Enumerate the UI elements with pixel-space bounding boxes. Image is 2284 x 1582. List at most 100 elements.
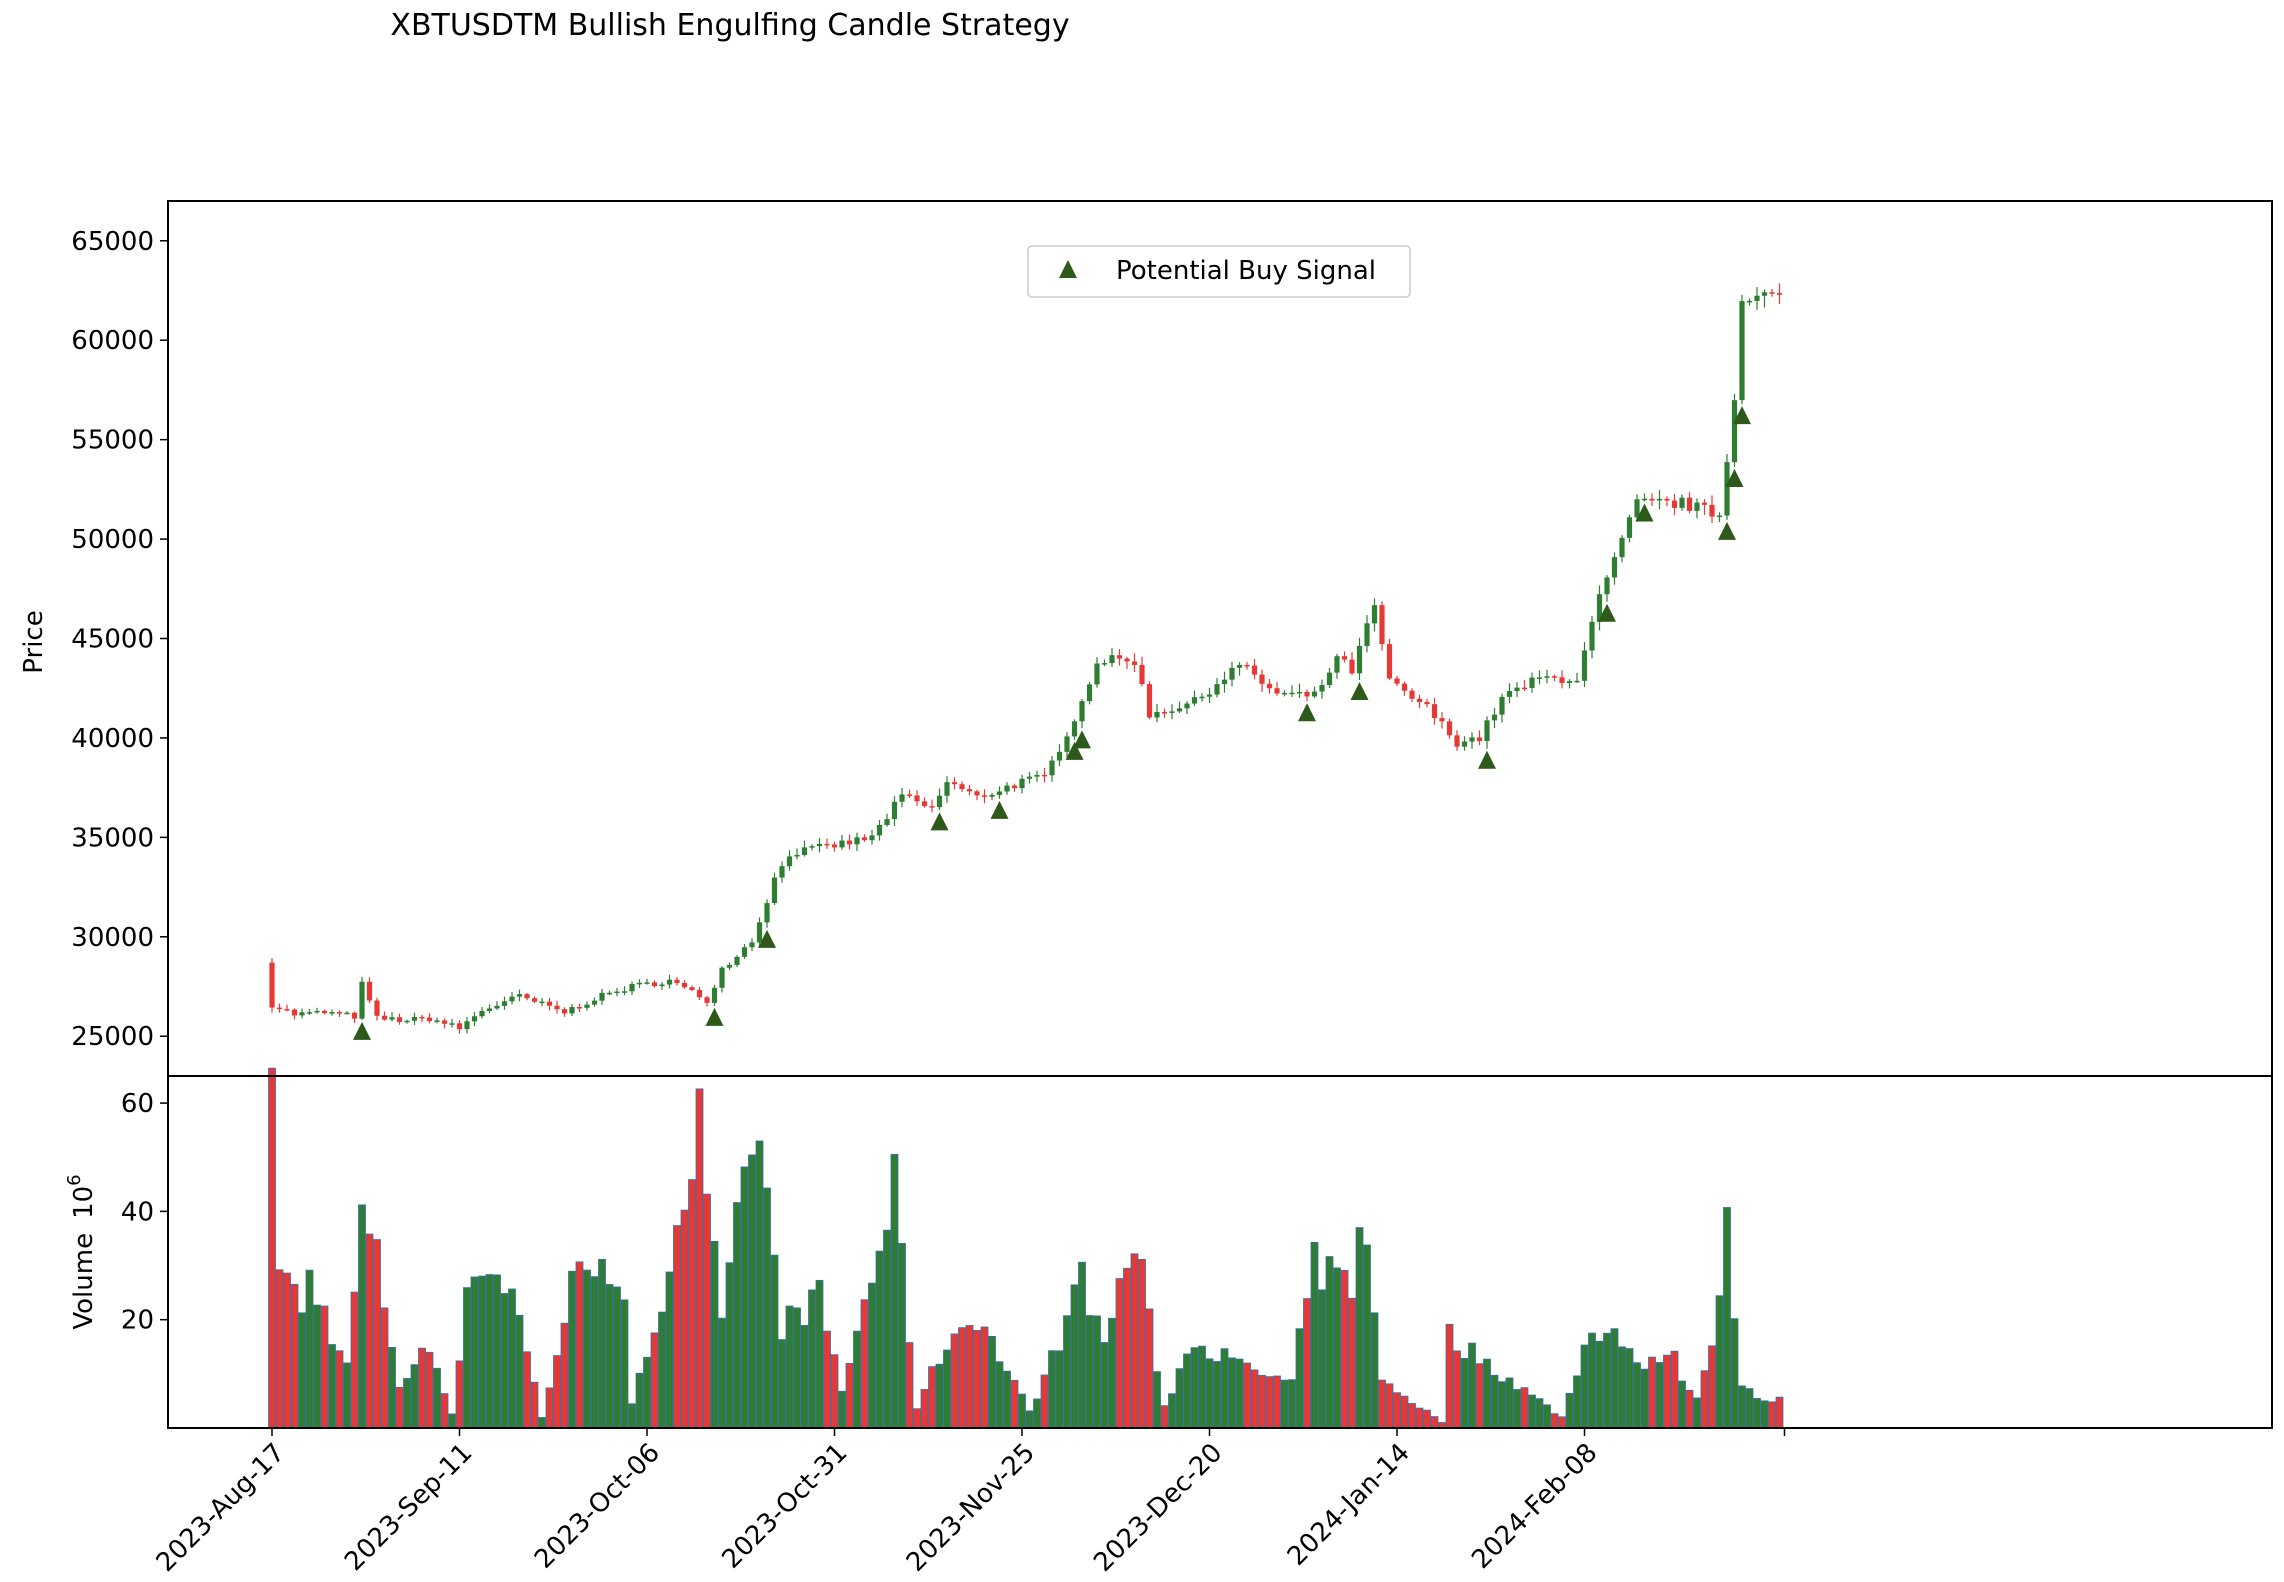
candle-body — [434, 1020, 440, 1022]
volume-bar — [665, 1271, 674, 1429]
candle-body — [561, 1009, 568, 1014]
volume-axis-label: Volume — [69, 1233, 99, 1330]
volume-bar — [1520, 1387, 1529, 1429]
volume-axis-exponent: 6 — [64, 1174, 85, 1185]
volume-bar — [823, 1330, 831, 1429]
volume-bar — [1483, 1358, 1491, 1429]
candle-body — [1139, 664, 1145, 685]
volume-bar — [1655, 1362, 1664, 1429]
candle-body — [929, 806, 935, 808]
volume-bar — [1760, 1400, 1769, 1429]
volume-bar — [1708, 1345, 1716, 1429]
volume-bar — [1288, 1379, 1296, 1429]
volume-bar — [1408, 1403, 1416, 1429]
candle-body — [479, 1010, 485, 1017]
candle-body — [1431, 704, 1438, 719]
volume-bar — [890, 1153, 899, 1429]
candle-body — [1004, 785, 1010, 792]
candle-body — [1049, 760, 1055, 776]
volume-bar — [943, 1349, 951, 1429]
volume-bar — [1730, 1318, 1739, 1429]
candle-body — [1611, 557, 1618, 578]
volume-bar — [343, 1362, 351, 1429]
candle-body — [839, 840, 845, 848]
volume-bar — [493, 1274, 501, 1429]
volume-bar — [410, 1364, 419, 1429]
volume-bar — [1100, 1342, 1109, 1429]
candle-body — [471, 1016, 478, 1022]
volume-bar — [1310, 1241, 1319, 1429]
candle-body — [674, 979, 680, 983]
candle-body — [1454, 735, 1460, 747]
candle-body — [831, 844, 838, 848]
volume-bar — [868, 1282, 876, 1429]
volume-bar — [500, 1293, 509, 1429]
candle-body — [741, 947, 748, 957]
chart-title: XBTUSDTM Bullish Engulfing Candle Strate… — [390, 8, 1069, 43]
volume-bar — [320, 1305, 329, 1429]
volume-bar — [1738, 1385, 1746, 1429]
volume-bar — [1280, 1379, 1289, 1429]
candle-body — [366, 981, 373, 1001]
candle-body — [591, 1000, 598, 1005]
candle-body — [1536, 677, 1543, 679]
volume-bar — [538, 1417, 546, 1429]
volume-bar — [1745, 1388, 1754, 1429]
volume-bar — [1003, 1370, 1011, 1429]
legend: Potential Buy Signal — [1027, 245, 1411, 298]
candle-body — [854, 837, 860, 845]
volume-bar — [913, 1408, 921, 1429]
volume-bar — [1243, 1362, 1251, 1429]
volume-bar — [1235, 1358, 1244, 1429]
candle-body — [914, 795, 920, 802]
candle-body — [1476, 737, 1483, 742]
volume-bar — [883, 1229, 891, 1429]
candle-body — [1034, 774, 1040, 777]
volume-bar — [1768, 1401, 1776, 1429]
candle-body — [291, 1009, 298, 1016]
volume-bar — [995, 1361, 1004, 1429]
volume-bar — [875, 1250, 884, 1429]
volume-bar — [1168, 1393, 1176, 1429]
volume-bar — [1498, 1381, 1506, 1429]
price-tick-label: 55000 — [71, 426, 154, 456]
volume-bar — [988, 1335, 996, 1429]
volume-bar — [455, 1360, 464, 1429]
volume-bar — [1265, 1376, 1274, 1429]
volume-bar — [1445, 1323, 1454, 1429]
candle-body — [974, 791, 980, 796]
candle-body — [1296, 691, 1303, 694]
volume-bar — [1093, 1315, 1101, 1429]
volume-bar — [1123, 1267, 1131, 1429]
candle-body — [629, 983, 635, 992]
candle-body — [1409, 690, 1415, 699]
price-tick-label: 45000 — [71, 625, 154, 655]
volume-bar — [1370, 1312, 1379, 1429]
volume-bar — [1220, 1348, 1229, 1429]
candle-body — [1326, 672, 1333, 686]
volume-bar — [1258, 1374, 1266, 1429]
volume-bar — [1393, 1392, 1401, 1429]
candle-body — [1529, 677, 1535, 688]
volume-bar — [928, 1366, 936, 1429]
volume-bar — [628, 1403, 636, 1429]
volume-bar — [860, 1299, 869, 1429]
volume-bar — [395, 1386, 404, 1429]
candle-body — [1671, 500, 1678, 508]
buy-signal-marker — [930, 812, 949, 831]
price-tick-label: 65000 — [71, 227, 154, 257]
volume-bar — [695, 1088, 704, 1429]
volume-bar — [755, 1140, 764, 1429]
volume-bar — [770, 1254, 779, 1429]
volume-bar — [1565, 1392, 1574, 1429]
legend-entry-label: Potential Buy Signal — [1116, 256, 1376, 286]
candle-body — [1079, 701, 1085, 722]
volume-bar — [1723, 1207, 1731, 1429]
volume-bar — [1588, 1332, 1596, 1429]
candle-body — [1596, 594, 1603, 622]
candle-body — [306, 1012, 313, 1014]
candle-body — [981, 795, 988, 797]
volume-bar — [1543, 1404, 1551, 1429]
volume-bar — [898, 1242, 906, 1429]
